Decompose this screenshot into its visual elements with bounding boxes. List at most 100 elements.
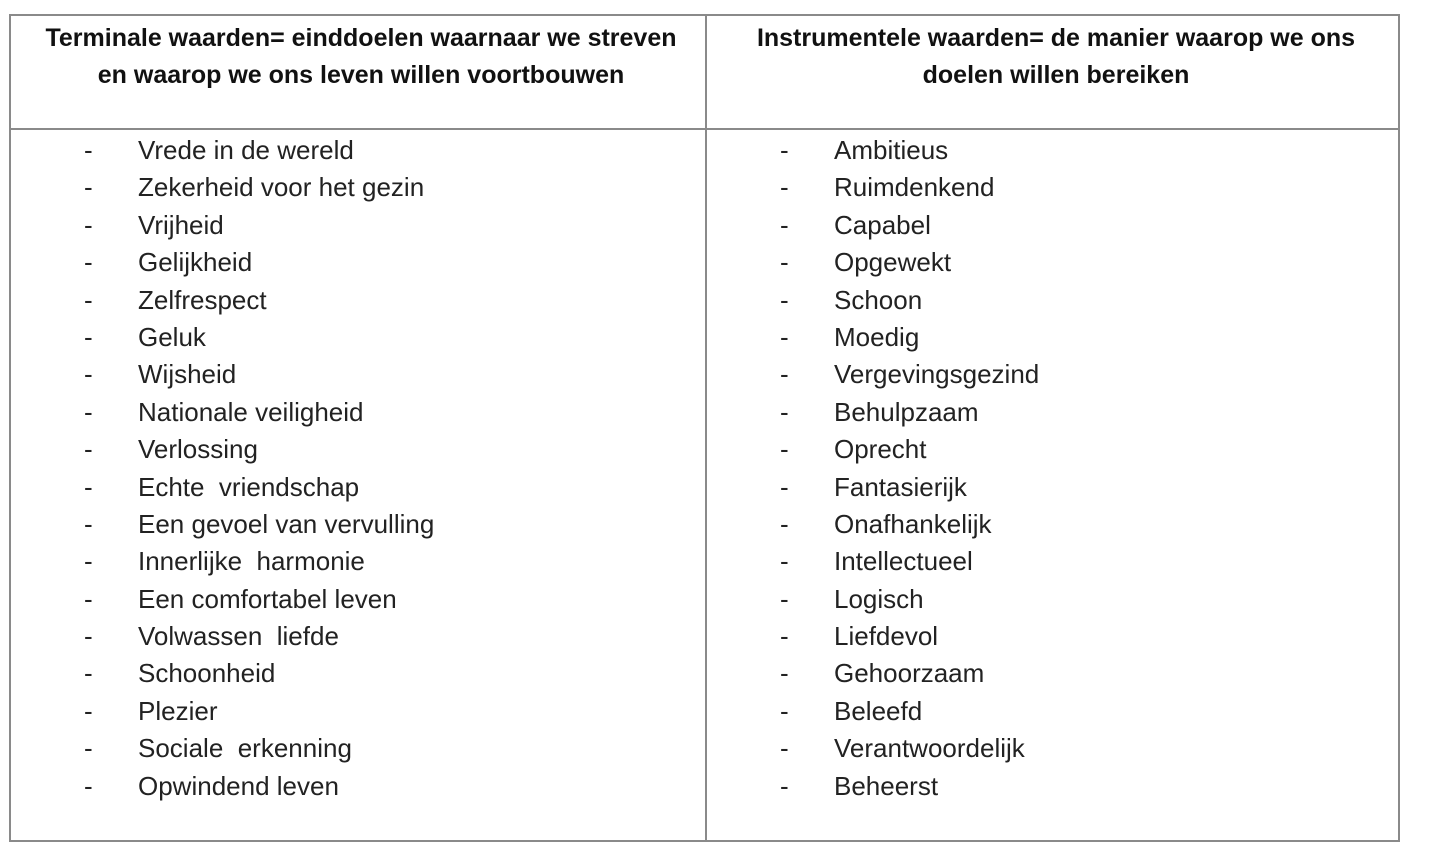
list-item: - Fantasierijk [707, 469, 1397, 506]
value-text: Sociale erkenning [138, 733, 352, 764]
bullet-dash: - [780, 695, 789, 726]
list-item: - Intellectueel [707, 543, 1397, 580]
bullet-dash: - [780, 247, 789, 278]
bullet-dash: - [780, 770, 789, 801]
value-text: Vrijheid [138, 209, 224, 240]
value-text: Gehoorzaam [834, 658, 985, 689]
value-text: Onafhankelijk [834, 508, 992, 539]
list-item: - Vrede in de wereld [11, 132, 701, 169]
list-item: - Sociale erkenning [11, 730, 701, 767]
list-item: - Logisch [707, 581, 1397, 618]
bullet-dash: - [84, 284, 93, 315]
value-text: Vergevingsgezind [834, 359, 1040, 390]
bullet-dash: - [780, 172, 789, 203]
bullet-dash: - [84, 508, 93, 539]
bullet-dash: - [84, 247, 93, 278]
list-item: - Verantwoordelijk [707, 730, 1397, 767]
value-text: Intellectueel [834, 546, 973, 577]
value-text: Echte vriendschap [138, 471, 360, 502]
list-item: - Vergevingsgezind [707, 356, 1397, 393]
value-text: Plezier [138, 695, 218, 726]
list-item: - Beleefd [707, 693, 1397, 730]
value-text: Een gevoel van vervulling [138, 508, 435, 539]
value-text: Schoonheid [138, 658, 276, 689]
value-text: Innerlijke harmonie [138, 546, 365, 577]
list-item: - Moedig [707, 319, 1397, 356]
value-text: Beleefd [834, 695, 923, 726]
bullet-dash: - [84, 546, 93, 577]
list-item: - Behulpzaam [707, 394, 1397, 431]
bullet-dash: - [84, 434, 93, 465]
bullet-dash: - [84, 583, 93, 614]
list-item: - Plezier [11, 693, 701, 730]
bullet-dash: - [84, 359, 93, 390]
list-item: - Gehoorzaam [707, 655, 1397, 692]
list-item: - Nationale veiligheid [11, 394, 701, 431]
value-text: Ambitieus [834, 135, 949, 165]
list-item: - Volwassen liefde [11, 618, 701, 655]
list-item: - Verlossing [11, 431, 701, 468]
bullet-dash: - [780, 471, 789, 502]
list-item: - Vrijheid [11, 207, 701, 244]
bullet-dash: - [780, 135, 789, 165]
list-item: - Opwindend leven [11, 768, 701, 805]
instrumental-values-list: - Ambitieus - Ruimdenkend - Capabel - Opgewekt -… [707, 132, 1397, 805]
list-item: - Innerlijke harmonie [11, 543, 701, 580]
value-text: Nationale veiligheid [138, 396, 364, 427]
value-text: Moedig [834, 321, 920, 352]
list-item: - Gelijkheid [11, 244, 701, 281]
bullet-dash: - [780, 621, 789, 652]
list-item: - Liefdevol [707, 618, 1397, 655]
list-item: - Wijsheid [11, 356, 701, 393]
list-item: - Een gevoel van vervulling [11, 506, 701, 543]
list-item: - Oprecht [707, 431, 1397, 468]
value-text: Oprecht [834, 434, 927, 465]
header-instrumental-values: Instrumentele waarden= de manier waarop … [756, 24, 1356, 89]
bullet-dash: - [84, 621, 93, 652]
value-text: Vrede in de wereld [138, 135, 354, 165]
bullet-dash: - [84, 695, 93, 726]
value-text: Zekerheid voor het gezin [138, 172, 425, 203]
bullet-dash: - [84, 172, 93, 203]
value-text: Opwindend leven [138, 770, 339, 801]
list-item: - Schoon [707, 282, 1397, 319]
terminal-values-list: - Vrede in de wereld - Zekerheid voor het g… [11, 132, 701, 805]
bullet-dash: - [780, 321, 789, 352]
bullet-dash: - [780, 434, 789, 465]
value-text: Verlossing [138, 434, 258, 465]
bullet-dash: - [780, 396, 789, 427]
list-item: - Ambitieus [707, 132, 1397, 169]
list-item: - Onafhankelijk [707, 506, 1397, 543]
value-text: Gelijkheid [138, 247, 253, 278]
bullet-dash: - [84, 321, 93, 352]
list-item: - Echte vriendschap [11, 469, 701, 506]
value-text: Geluk [138, 321, 206, 352]
value-text: Liefdevol [834, 621, 939, 652]
header-divider [11, 128, 1398, 130]
value-text: Schoon [834, 284, 923, 315]
value-text: Opgewekt [834, 247, 952, 278]
value-text: Volwassen liefde [138, 621, 339, 652]
value-text: Wijsheid [138, 359, 237, 390]
list-item: - Zekerheid voor het gezin [11, 169, 701, 206]
bullet-dash: - [84, 733, 93, 764]
list-item: - Opgewekt [707, 244, 1397, 281]
value-text: Verantwoordelijk [834, 733, 1025, 764]
bullet-dash: - [84, 396, 93, 427]
list-item: - Ruimdenkend [707, 169, 1397, 206]
value-text: Capabel [834, 209, 931, 240]
header-terminal-values: Terminale waarden= einddoelen waarnaar w… [45, 24, 677, 89]
bullet-dash: - [780, 508, 789, 539]
value-text: Een comfortabel leven [138, 583, 397, 614]
value-text: Zelfrespect [138, 284, 267, 315]
list-item: - Een comfortabel leven [11, 581, 701, 618]
value-text: Logisch [834, 583, 924, 614]
bullet-dash: - [84, 471, 93, 502]
list-item: - Beheerst [707, 768, 1397, 805]
bullet-dash: - [84, 135, 93, 165]
bullet-dash: - [780, 359, 789, 390]
bullet-dash: - [84, 658, 93, 689]
list-item: - Capabel [707, 207, 1397, 244]
bullet-dash: - [780, 546, 789, 577]
values-table: Terminale waarden= einddoelen waarnaar w… [9, 14, 1400, 842]
